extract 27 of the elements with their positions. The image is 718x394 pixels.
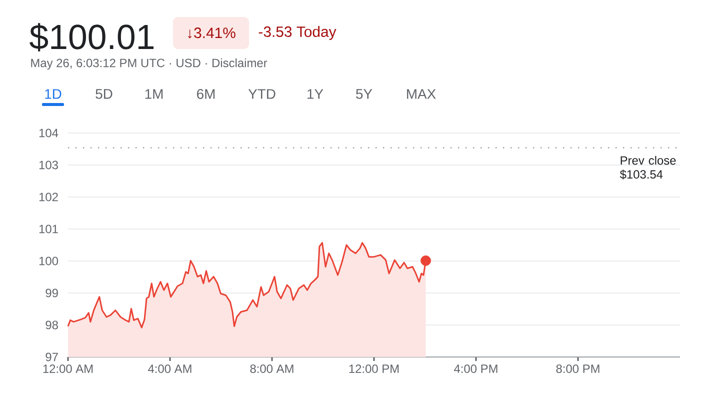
y-tick-label: 98	[46, 320, 58, 330]
y-tick-label: 103	[39, 160, 58, 170]
text: 1M	[145, 89, 163, 99]
ref-line-label: Prev close $103.54	[620, 156, 676, 180]
text: 1Y	[308, 89, 324, 99]
y-tick-label: 99	[46, 288, 58, 298]
x-tick-label: 8:00 AM	[250, 364, 294, 373]
y-tick-label: 102	[39, 192, 58, 202]
text: 1D	[45, 89, 62, 99]
y-tick-label: 101	[39, 224, 58, 234]
chart-subtitle: May 26, 6:03:12 PM UTC · USD · Disclaimer	[31, 58, 268, 70]
y-tick-label: 97	[46, 352, 58, 362]
x-tick-label: 12:00 AM	[43, 364, 93, 373]
text: YTD	[248, 89, 276, 99]
x-tick-label: 8:00 PM	[556, 364, 600, 373]
x-tick-label: 4:00 PM	[454, 364, 498, 373]
y-tick-label: 104	[39, 128, 58, 138]
chart-title: $100.01	[30, 23, 154, 52]
x-tick-label: 12:00 PM	[349, 364, 399, 373]
text: 5Y	[356, 89, 372, 99]
text: -3.53 Today	[258, 26, 336, 40]
text: 6M	[197, 89, 215, 99]
y-tick-label: 100	[39, 256, 58, 266]
x-tick-label: 4:00 AM	[148, 364, 192, 373]
text: MAX	[407, 89, 436, 99]
text: 5D	[96, 89, 112, 99]
text: ↓3.41%	[188, 28, 236, 38]
